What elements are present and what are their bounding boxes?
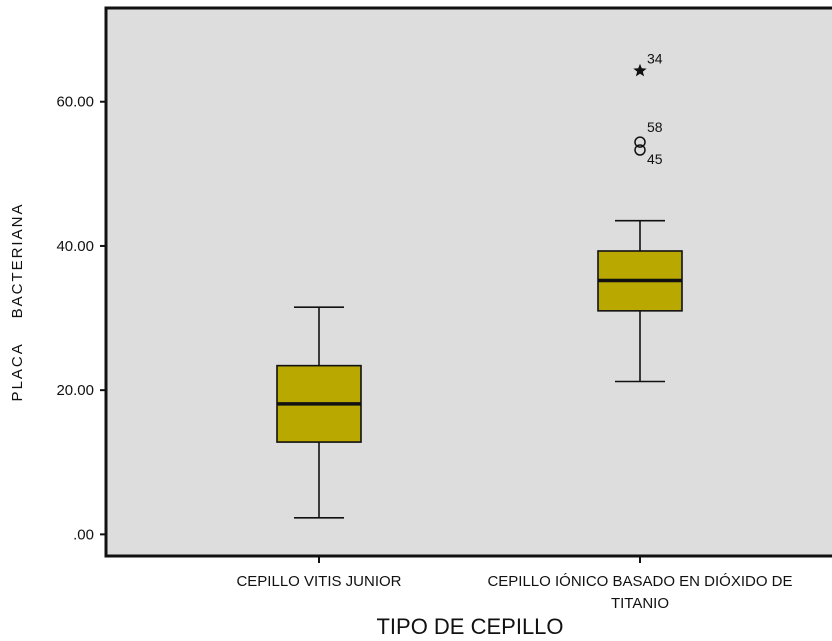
plot-area	[104, 6, 832, 558]
outlier-label: 34	[647, 51, 663, 67]
outlier-label: 58	[647, 119, 663, 135]
box-group	[276, 306, 362, 519]
y-tick-label: 60.00	[56, 94, 94, 111]
x-category-label: CEPILLO VITIS JUNIOR	[236, 573, 401, 590]
box-series: 34 58 45	[276, 51, 683, 519]
x-axis: CEPILLO VITIS JUNIOR CEPILLO IÓNICO BASAD…	[236, 556, 793, 612]
x-category-label: CEPILLO IÓNICO BASADO EN DIÓXIDO DE	[487, 573, 792, 590]
outlier-star-marker	[633, 63, 647, 77]
y-axis-title: PLACA BACTERIANA	[9, 203, 26, 402]
y-tick-label: 40.00	[56, 238, 94, 255]
x-category-label: TITANIO	[611, 595, 669, 612]
outlier-circle-marker	[634, 144, 646, 156]
x-axis-title: TIPO DE CEPILLO	[376, 614, 563, 639]
outlier-label: 45	[647, 151, 663, 167]
outlier-circle-marker	[634, 136, 646, 148]
y-tick-label: .00	[73, 526, 94, 543]
y-tick-label: 20.00	[56, 382, 94, 399]
box-group: 34 58 45	[597, 51, 683, 383]
y-axis: .00 20.00 40.00 60.00	[56, 94, 106, 543]
